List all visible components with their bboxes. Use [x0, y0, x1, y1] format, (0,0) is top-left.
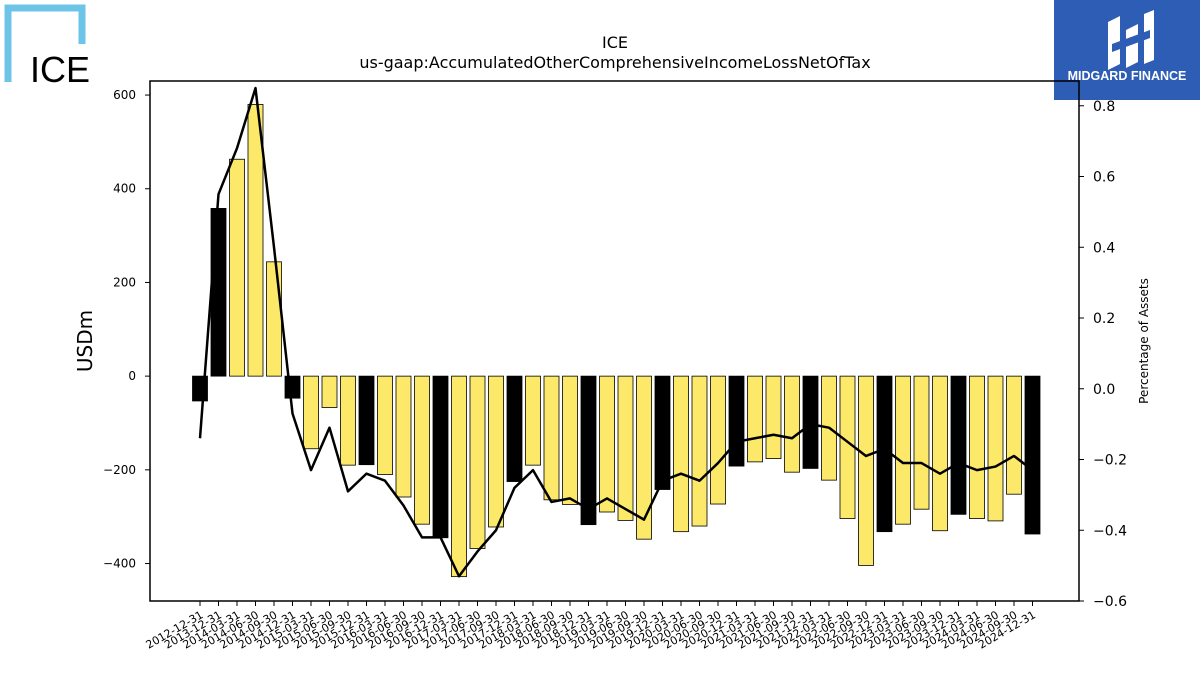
bar-2013-12-31: [210, 208, 227, 377]
bar-2023-06-30: [913, 375, 930, 510]
y-tick-label: −200: [103, 463, 136, 477]
pct-assets-line: [198, 86, 1034, 578]
bar-2018-03-31: [525, 375, 541, 466]
bar-2014-03-31: [229, 158, 245, 377]
bar-2016-06-30: [395, 375, 412, 498]
chart-subtitle: us-gaap:AccumulatedOtherComprehensiveInc…: [359, 53, 870, 72]
y2-tick-label: 0.8: [1093, 99, 1115, 115]
bars-group: [192, 104, 1041, 578]
bar-2015-09-30: [340, 375, 356, 466]
bar-2017-12-31: [506, 375, 523, 482]
y2-tick-label: −0.4: [1093, 523, 1127, 539]
bar-2017-09-30: [488, 375, 504, 528]
bar-2014-09-30: [266, 261, 282, 377]
bar-2020-06-30: [691, 375, 708, 527]
bar-2020-09-30: [710, 375, 726, 505]
bar-2020-03-31: [673, 375, 689, 533]
bar-2018-09-30: [562, 375, 578, 505]
y2-tick-label: 0.4: [1093, 240, 1115, 256]
line-group: [198, 86, 1034, 578]
bar-2015-12-31: [358, 375, 375, 466]
y2-tick-label: 0.0: [1093, 382, 1115, 398]
bar-2019-09-30: [636, 375, 652, 540]
bar-2023-12-31: [950, 375, 967, 515]
bar-2023-03-31: [895, 375, 911, 525]
y2-tick-label: −0.2: [1093, 453, 1127, 469]
x-axis: 2012-12-312013-12-312014-03-312014-06-30…: [144, 601, 1038, 652]
ice-logo-frame: [4, 4, 86, 82]
bar-2021-09-30: [784, 375, 800, 473]
bar-2021-03-31: [747, 375, 763, 463]
bar-2017-06-30: [469, 375, 486, 549]
y-tick-label: 600: [113, 88, 136, 102]
plot-frame: [149, 80, 1080, 602]
y-axis-right: −0.6 −0.4 −0.2 0.0 0.2 0.4 0.6 0.8: [1079, 99, 1127, 610]
bar-2017-03-31: [451, 375, 467, 578]
y-tick-label: 400: [113, 182, 136, 196]
bar-2016-09-30: [414, 375, 430, 525]
bar-2015-03-31: [303, 375, 319, 450]
midgard-finance-logo: MIDGARD FINANCE: [1054, 0, 1200, 100]
y-tick-label: −400: [103, 557, 136, 571]
bar-2022-09-30: [858, 375, 874, 566]
y-axis-left: −400 −200 0 200 400 600: [103, 88, 150, 571]
chart-title: ICE: [602, 33, 628, 52]
bar-2015-06-30: [321, 375, 338, 408]
y-axis-label: USDm: [73, 310, 97, 372]
bar-2024-12-31: [1024, 375, 1041, 535]
bar-2014-12-31: [284, 375, 301, 399]
bar-2016-03-31: [377, 375, 393, 475]
bar-2019-12-31: [654, 375, 671, 490]
midgard-finance-text: MIDGARD FINANCE: [1068, 69, 1187, 83]
y2-tick-label: 0.2: [1093, 311, 1115, 327]
y-tick-label: 200: [113, 275, 136, 289]
ice-logo-text: ICE: [30, 49, 90, 90]
y-tick-label: 0: [128, 369, 136, 383]
bar-2024-09-30: [1006, 375, 1022, 495]
bar-2021-12-31: [802, 375, 819, 469]
bar-2018-06-30: [543, 375, 560, 501]
y2-tick-label: −0.6: [1093, 594, 1127, 610]
bar-2018-12-31: [580, 375, 597, 526]
bar-2014-06-30: [247, 104, 264, 377]
bar-2024-03-31: [969, 375, 985, 519]
bar-2019-03-31: [599, 375, 615, 513]
bar-2024-06-30: [987, 375, 1004, 522]
y2-axis-label: Percentage of Assets: [1137, 278, 1151, 404]
midgard-finance-mark: MIDGARD FINANCE: [1068, 10, 1187, 83]
bar-2016-12-31: [432, 375, 449, 539]
ice-logo: ICE: [4, 4, 90, 90]
bar-2020-12-31: [728, 375, 745, 467]
bar-2023-09-30: [932, 375, 948, 532]
bar-2019-06-30: [617, 375, 634, 521]
y2-tick-label: 0.6: [1093, 170, 1115, 186]
bar-2021-06-30: [765, 375, 782, 459]
